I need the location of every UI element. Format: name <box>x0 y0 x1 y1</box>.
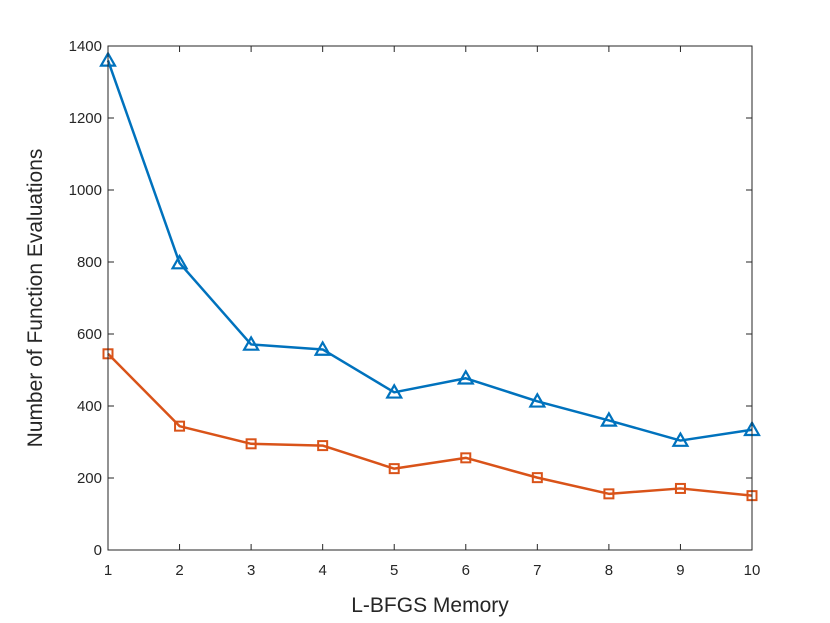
y-tick-label: 800 <box>77 254 102 271</box>
x-tick-label: 10 <box>744 562 761 579</box>
x-tick-label: 1 <box>104 562 112 579</box>
x-tick-label: 2 <box>175 562 183 579</box>
triangle-marker <box>671 431 690 447</box>
square-marker <box>174 420 186 432</box>
y-axis-label: Number of Function Evaluations <box>24 149 47 448</box>
square-marker <box>388 463 400 475</box>
square-marker <box>531 472 543 484</box>
x-tick-label: 8 <box>605 562 613 579</box>
y-tick-label: 400 <box>77 398 102 415</box>
x-tick-label: 7 <box>533 562 541 579</box>
series-line <box>106 59 753 442</box>
x-tick-label: 6 <box>462 562 470 579</box>
series-square <box>102 348 758 502</box>
axis-layer: 1 2 3 4 5 6 7 8 9 10 0 200 400 600 800 1000 1200 1400 <box>69 38 761 579</box>
triangle-marker <box>385 383 404 399</box>
y-tick-label: 600 <box>77 326 102 343</box>
triangle-marker <box>456 369 475 385</box>
y-tick-label: 0 <box>94 542 102 559</box>
square-marker <box>674 482 686 494</box>
x-tick-label: 5 <box>390 562 398 579</box>
triangle-marker <box>528 392 547 408</box>
y-tick-label: 200 <box>77 470 102 487</box>
plot-frame <box>107 45 753 551</box>
square-marker <box>245 438 257 450</box>
series-triangle <box>99 51 761 447</box>
y-tick-label: 1400 <box>69 38 102 55</box>
x-tick-label: 3 <box>247 562 255 579</box>
series-line <box>107 352 753 497</box>
x-axis-label: L-BFGS Memory <box>351 594 509 617</box>
triangle-marker <box>599 411 618 427</box>
series-layer <box>99 51 761 502</box>
triangle-marker <box>313 340 332 356</box>
square-marker <box>317 440 329 452</box>
x-tick-label: 4 <box>318 562 326 579</box>
x-tick-label: 9 <box>676 562 684 579</box>
triangle-marker <box>170 253 189 270</box>
triangle-marker <box>242 335 261 351</box>
square-marker <box>603 488 615 500</box>
y-tick-label: 1000 <box>69 182 102 199</box>
square-marker <box>460 452 472 464</box>
y-tick-label: 1200 <box>69 110 102 127</box>
plot-background <box>108 46 752 550</box>
